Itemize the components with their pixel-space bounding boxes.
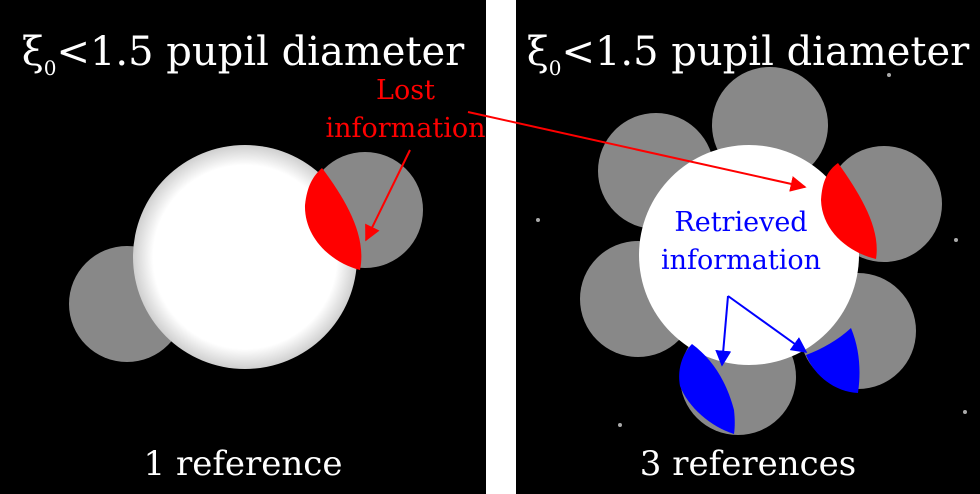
retrieved-label-line1: Retrieved: [674, 207, 808, 238]
xi-subscript: 0: [43, 56, 57, 80]
right-panel-caption: 3 references: [639, 444, 857, 484]
lost-information-label: Lost information: [318, 72, 486, 148]
title-text: <1.5 pupil diameter: [561, 29, 970, 75]
star-dot: [963, 410, 967, 414]
left-panel-title: ξ0<1.5 pupil diameter: [0, 30, 486, 90]
xi-symbol: ξ: [21, 29, 44, 75]
right-panel: ξ0<1.5 pupil diameter Retrieved informat…: [516, 0, 980, 494]
left-panel: ξ0<1.5 pupil diameter Lost information 1…: [0, 0, 486, 494]
retrieved-information-region-bottom: [679, 344, 735, 434]
right-panel-title: ξ0<1.5 pupil diameter: [516, 30, 980, 90]
star-dot: [618, 423, 622, 427]
xi-symbol: ξ: [526, 29, 549, 75]
retrieved-label-line2: information: [660, 245, 821, 276]
retrieved-information-region-right: [806, 328, 860, 393]
lost-label-line1: Lost: [376, 75, 435, 106]
left-panel-caption: 1 reference: [143, 444, 343, 484]
xi-subscript: 0: [548, 56, 562, 80]
pupil-circle: [133, 145, 357, 369]
star-dot: [887, 73, 891, 77]
left-diagram: [69, 145, 423, 369]
star-dot: [954, 238, 958, 242]
lost-information-region: [821, 163, 877, 259]
lost-information-region: [304, 168, 362, 270]
star-dot: [536, 218, 540, 222]
lost-label-line2: information: [325, 113, 486, 144]
retrieved-information-label: Retrieved information: [656, 204, 826, 280]
title-text: <1.5 pupil diameter: [56, 29, 465, 75]
